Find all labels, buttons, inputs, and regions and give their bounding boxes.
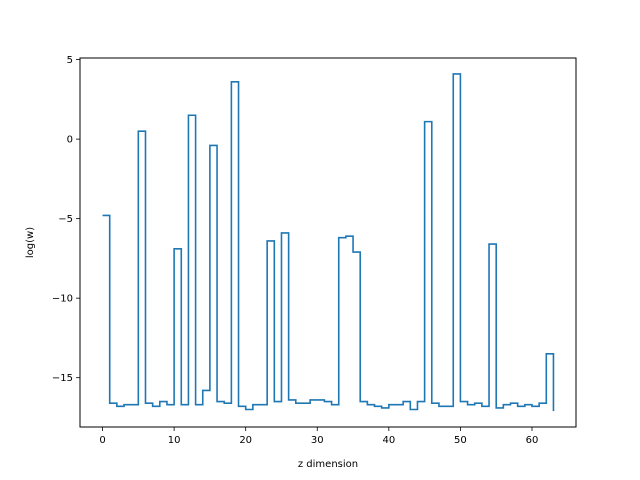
- x-axis-label: z dimension: [298, 459, 358, 470]
- y-tick-label: −10: [52, 294, 73, 305]
- x-tick-label: 40: [382, 435, 395, 446]
- series-layer: [102, 73, 555, 412]
- x-tick-label: 10: [168, 435, 181, 446]
- x-tick-label: 60: [526, 435, 539, 446]
- y-tick-label: 5: [67, 55, 73, 66]
- plot-background: [80, 58, 576, 427]
- series-line-0: [102, 73, 555, 412]
- plot-frame: [79, 57, 577, 428]
- x-tick-label: 0: [99, 435, 105, 446]
- y-tick-label: 0: [67, 135, 73, 146]
- x-tick-label: 20: [239, 435, 252, 446]
- y-tick-label: −5: [58, 214, 73, 225]
- x-tick-label: 30: [311, 435, 324, 446]
- y-axis: 5 0 −5 −10 −15: [52, 55, 80, 384]
- y-tick-label: −15: [52, 373, 73, 384]
- y-axis-label: log(w): [25, 227, 36, 258]
- x-tick-label: 50: [454, 435, 467, 446]
- x-axis: 0 10 20 30 40 50 60: [99, 427, 538, 446]
